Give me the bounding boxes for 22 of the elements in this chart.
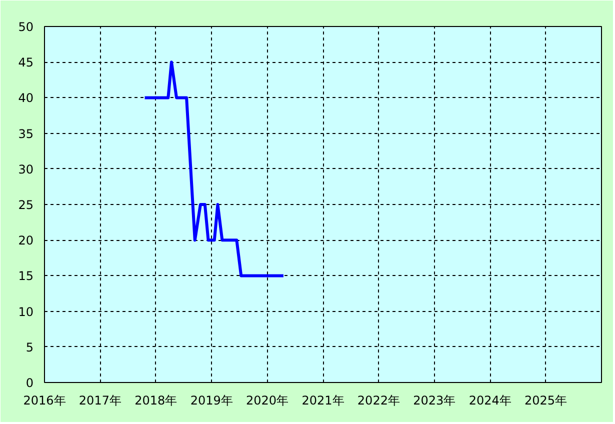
y-tick-label: 0 xyxy=(26,376,34,390)
y-tick-label: 50 xyxy=(18,20,34,34)
x-tick-label: 2016年 xyxy=(23,394,66,408)
x-tick-label: 2020年 xyxy=(246,394,289,408)
x-tick-label: 2018年 xyxy=(134,394,178,408)
y-tick-label: 30 xyxy=(18,162,34,176)
y-tick-label: 35 xyxy=(18,126,34,141)
y-tick-label: 10 xyxy=(18,304,34,319)
line-series xyxy=(143,60,285,278)
x-tick-label: 2019年 xyxy=(190,394,233,408)
x-tick-label: 2023年 xyxy=(413,394,456,408)
x-tick-label: 2021年 xyxy=(302,394,344,408)
y-tick-label: 20 xyxy=(18,234,34,248)
x-tick-label: 2025年 xyxy=(524,394,568,408)
y-tick-label: 5 xyxy=(26,340,34,354)
y-tick-label: 45 xyxy=(18,56,34,70)
y-tick-label: 25 xyxy=(18,198,34,212)
x-tick-label: 2024年 xyxy=(468,394,512,408)
x-tick-label: 2017年 xyxy=(78,394,122,408)
y-tick-label: 15 xyxy=(18,269,34,284)
y-tick-label: 40 xyxy=(18,91,34,106)
x-tick-label: 2022年 xyxy=(357,394,400,408)
